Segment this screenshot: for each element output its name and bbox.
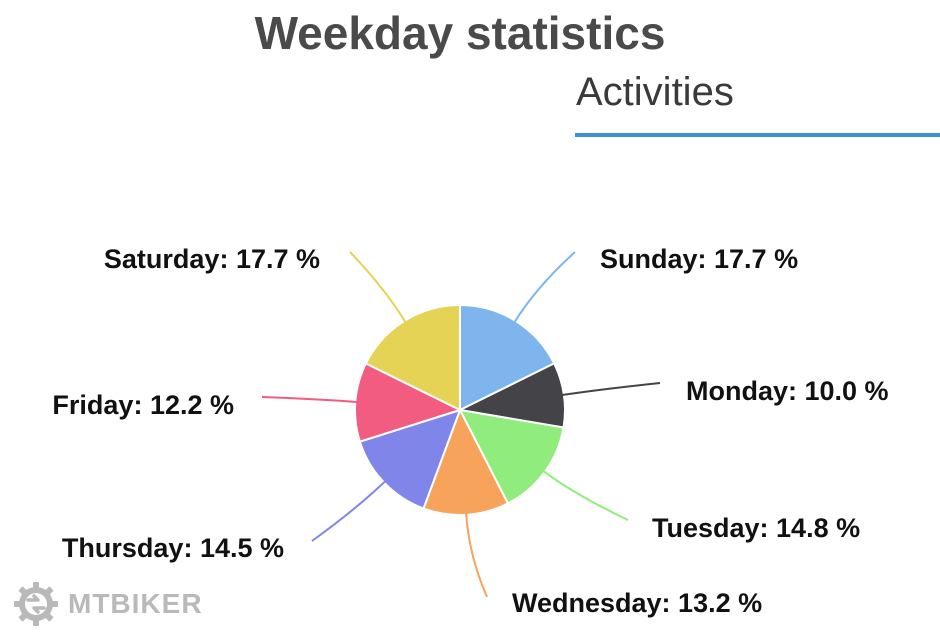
data-labels: Sunday: 17.7 % Monday: 10.0 % Tuesday: 14.… (52, 244, 888, 618)
page-title: Weekday statistics (254, 7, 666, 59)
label-connectors (261, 251, 661, 598)
brand-logo: MTBIKER (12, 580, 203, 628)
tab-active-indicator (575, 133, 940, 137)
gear-icon (14, 582, 58, 626)
brand-name: MTBIKER (68, 588, 203, 619)
data-label-friday: Friday: 12.2 % (52, 390, 234, 420)
tab-activities[interactable]: Activities (576, 70, 734, 114)
data-label-saturday: Saturday: 17.7 % (104, 244, 320, 274)
connector-saturday (349, 251, 407, 324)
data-label-monday: Monday: 10.0 % (686, 376, 889, 406)
connector-sunday (513, 251, 576, 324)
connector-wednesday (465, 512, 488, 598)
connector-thursday (311, 480, 387, 542)
data-label-thursday: Thursday: 14.5 % (62, 533, 284, 563)
data-label-sunday: Sunday: 17.7 % (600, 244, 798, 274)
data-label-wednesday: Wednesday: 13.2 % (512, 588, 762, 618)
pie-slices (354, 303, 566, 516)
data-label-tuesday: Tuesday: 14.8 % (652, 513, 860, 543)
connector-friday (261, 396, 358, 404)
connector-tuesday (542, 470, 629, 521)
connector-monday (561, 382, 661, 397)
